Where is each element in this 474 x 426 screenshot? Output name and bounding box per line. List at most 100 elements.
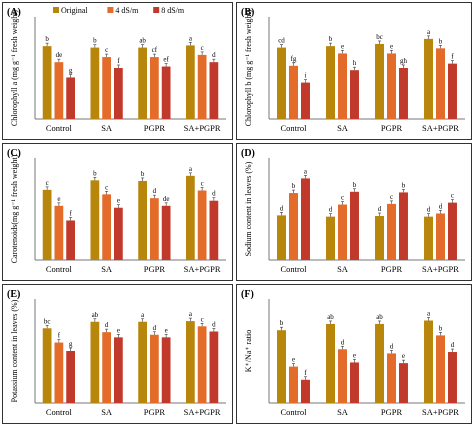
- significance-label: f: [69, 209, 72, 217]
- bar: [149, 334, 159, 403]
- significance-label: a: [189, 165, 193, 173]
- legend-label: Original: [61, 6, 88, 15]
- significance-label: ab: [92, 311, 99, 319]
- bar: [326, 323, 336, 403]
- significance-label: c: [390, 193, 393, 201]
- significance-label: d: [390, 342, 394, 350]
- significance-label: e: [353, 351, 356, 359]
- significance-label: b: [402, 181, 406, 189]
- significance-label: c: [201, 315, 204, 323]
- significance-label: e: [341, 42, 344, 50]
- x-tick-label: PGPR: [381, 123, 403, 133]
- bar: [54, 205, 64, 260]
- bar: [90, 47, 100, 119]
- y-axis-label: Chlorophyll b (mg g⁻¹ fresh weight): [244, 9, 253, 126]
- x-tick-label: SA+PGPR: [184, 407, 221, 417]
- x-tick-label: PGPR: [144, 123, 166, 133]
- bar: [349, 70, 359, 119]
- bar: [300, 82, 310, 119]
- panel-label: (C): [7, 148, 21, 159]
- x-tick-label: SA+PGPR: [184, 264, 221, 274]
- x-tick-label: PGPR: [381, 407, 403, 417]
- significance-label: c: [201, 180, 204, 188]
- significance-label: d: [451, 341, 455, 349]
- significance-label: d: [212, 190, 216, 198]
- significance-label: bc: [44, 317, 51, 325]
- bar: [66, 351, 76, 403]
- significance-label: fg: [291, 55, 297, 63]
- significance-label: i: [305, 72, 307, 80]
- significance-label: c: [341, 194, 344, 202]
- bar: [161, 66, 171, 119]
- significance-label: d: [378, 205, 382, 213]
- x-tick-label: Control: [281, 407, 308, 417]
- bar: [289, 366, 298, 403]
- bar: [289, 193, 298, 260]
- bar: [277, 47, 287, 119]
- significance-label: e: [165, 326, 168, 334]
- significance-label: d: [427, 206, 431, 214]
- significance-label: d: [105, 321, 109, 329]
- bar: [436, 48, 445, 120]
- bar: [185, 45, 195, 119]
- x-tick-label: Control: [281, 264, 308, 274]
- significance-label: b: [141, 170, 145, 178]
- x-tick-label: SA: [101, 407, 113, 417]
- bar: [209, 331, 219, 403]
- significance-label: ab: [139, 37, 146, 45]
- significance-label: ab: [376, 313, 383, 321]
- bar: [42, 328, 52, 403]
- bar: [387, 203, 396, 260]
- significance-label: d: [329, 206, 333, 214]
- significance-label: a: [427, 309, 431, 317]
- bar: [277, 330, 287, 403]
- significance-label: d: [212, 321, 216, 329]
- bar: [185, 175, 195, 260]
- panel-label: (A): [7, 7, 21, 18]
- x-tick-label: PGPR: [144, 264, 166, 274]
- bar: [102, 332, 112, 403]
- y-axis-label: Potassium content in leaves (%): [10, 299, 19, 402]
- significance-label: d: [212, 51, 216, 59]
- significance-label: b: [329, 35, 333, 43]
- significance-label: d: [341, 338, 345, 346]
- panel-label: (B): [241, 7, 254, 18]
- panel-b: (B) Chlorophyll b (mg g⁻¹ fresh weight) cd…: [236, 2, 472, 140]
- bar: [149, 57, 159, 119]
- bar: [398, 192, 408, 260]
- significance-label: de: [56, 51, 63, 59]
- significance-label: b: [93, 169, 97, 177]
- x-tick-label: SA: [101, 123, 113, 133]
- bar: [185, 321, 195, 403]
- bar: [138, 47, 147, 119]
- significance-label: g: [69, 340, 73, 348]
- x-tick-label: SA: [337, 123, 349, 133]
- significance-label: b: [45, 35, 49, 43]
- bar: [375, 216, 385, 260]
- significance-label: bc: [376, 33, 383, 41]
- significance-label: e: [390, 42, 393, 50]
- bar: [326, 216, 336, 260]
- significance-label: a: [304, 167, 308, 175]
- bar: [149, 198, 159, 260]
- bar: [375, 43, 385, 120]
- significance-label: b: [439, 37, 443, 45]
- chart-svg: (C)Carotenoids(mg g⁻¹ fresh weight) cefCo…: [7, 148, 226, 274]
- bar: [326, 46, 336, 120]
- significance-label: d: [153, 187, 157, 195]
- panel-label: (F): [241, 289, 254, 300]
- bar: [161, 337, 171, 403]
- bar: [102, 57, 112, 119]
- bar: [398, 68, 408, 119]
- bar: [197, 326, 207, 403]
- legend-label: 8 dS/m: [161, 6, 185, 15]
- legend-swatch: [53, 7, 59, 13]
- bar: [138, 321, 147, 403]
- bar: [300, 379, 310, 403]
- bar: [114, 207, 123, 260]
- chart-svg: (F)K⁺/Na⁺ ratiobefControlabdeSAabdePGPRa…: [241, 289, 465, 417]
- significance-label: b: [292, 182, 296, 190]
- significance-label: f: [58, 332, 61, 340]
- significance-label: a: [189, 34, 193, 42]
